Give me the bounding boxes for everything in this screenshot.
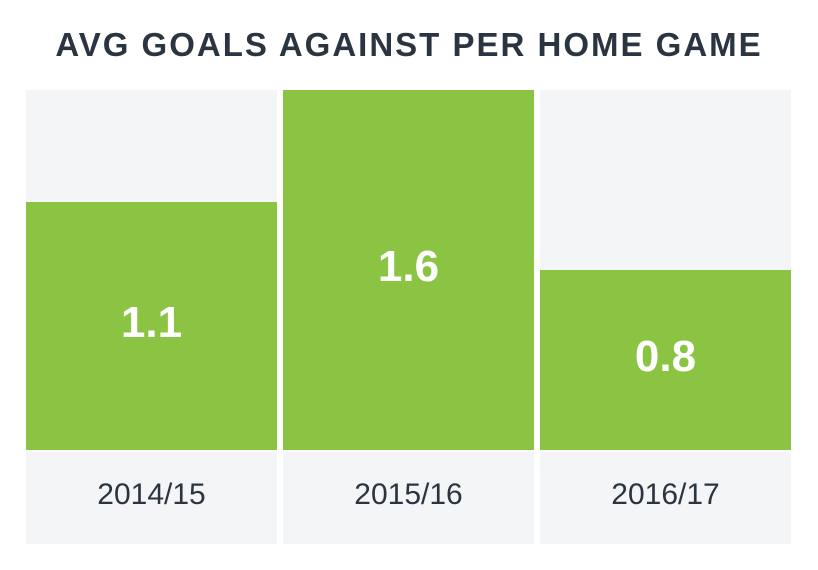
bar-value-label: 1.1 [120,298,183,347]
category-label: 2016/17 [611,478,720,511]
category-cell [26,452,277,544]
bar-value-label: 0.8 [634,332,697,381]
bar-2015-16 [283,90,534,450]
bar-2014-15 [26,202,277,450]
category-cell [540,452,791,544]
bar-2016-17 [540,270,791,450]
category-cell [283,452,534,544]
category-label: 2014/15 [97,478,206,511]
category-label: 2015/16 [354,478,463,511]
page-title: AVG GOALS AGAINST PER HOME GAME [55,26,763,63]
bar-value-label: 1.6 [377,242,440,291]
